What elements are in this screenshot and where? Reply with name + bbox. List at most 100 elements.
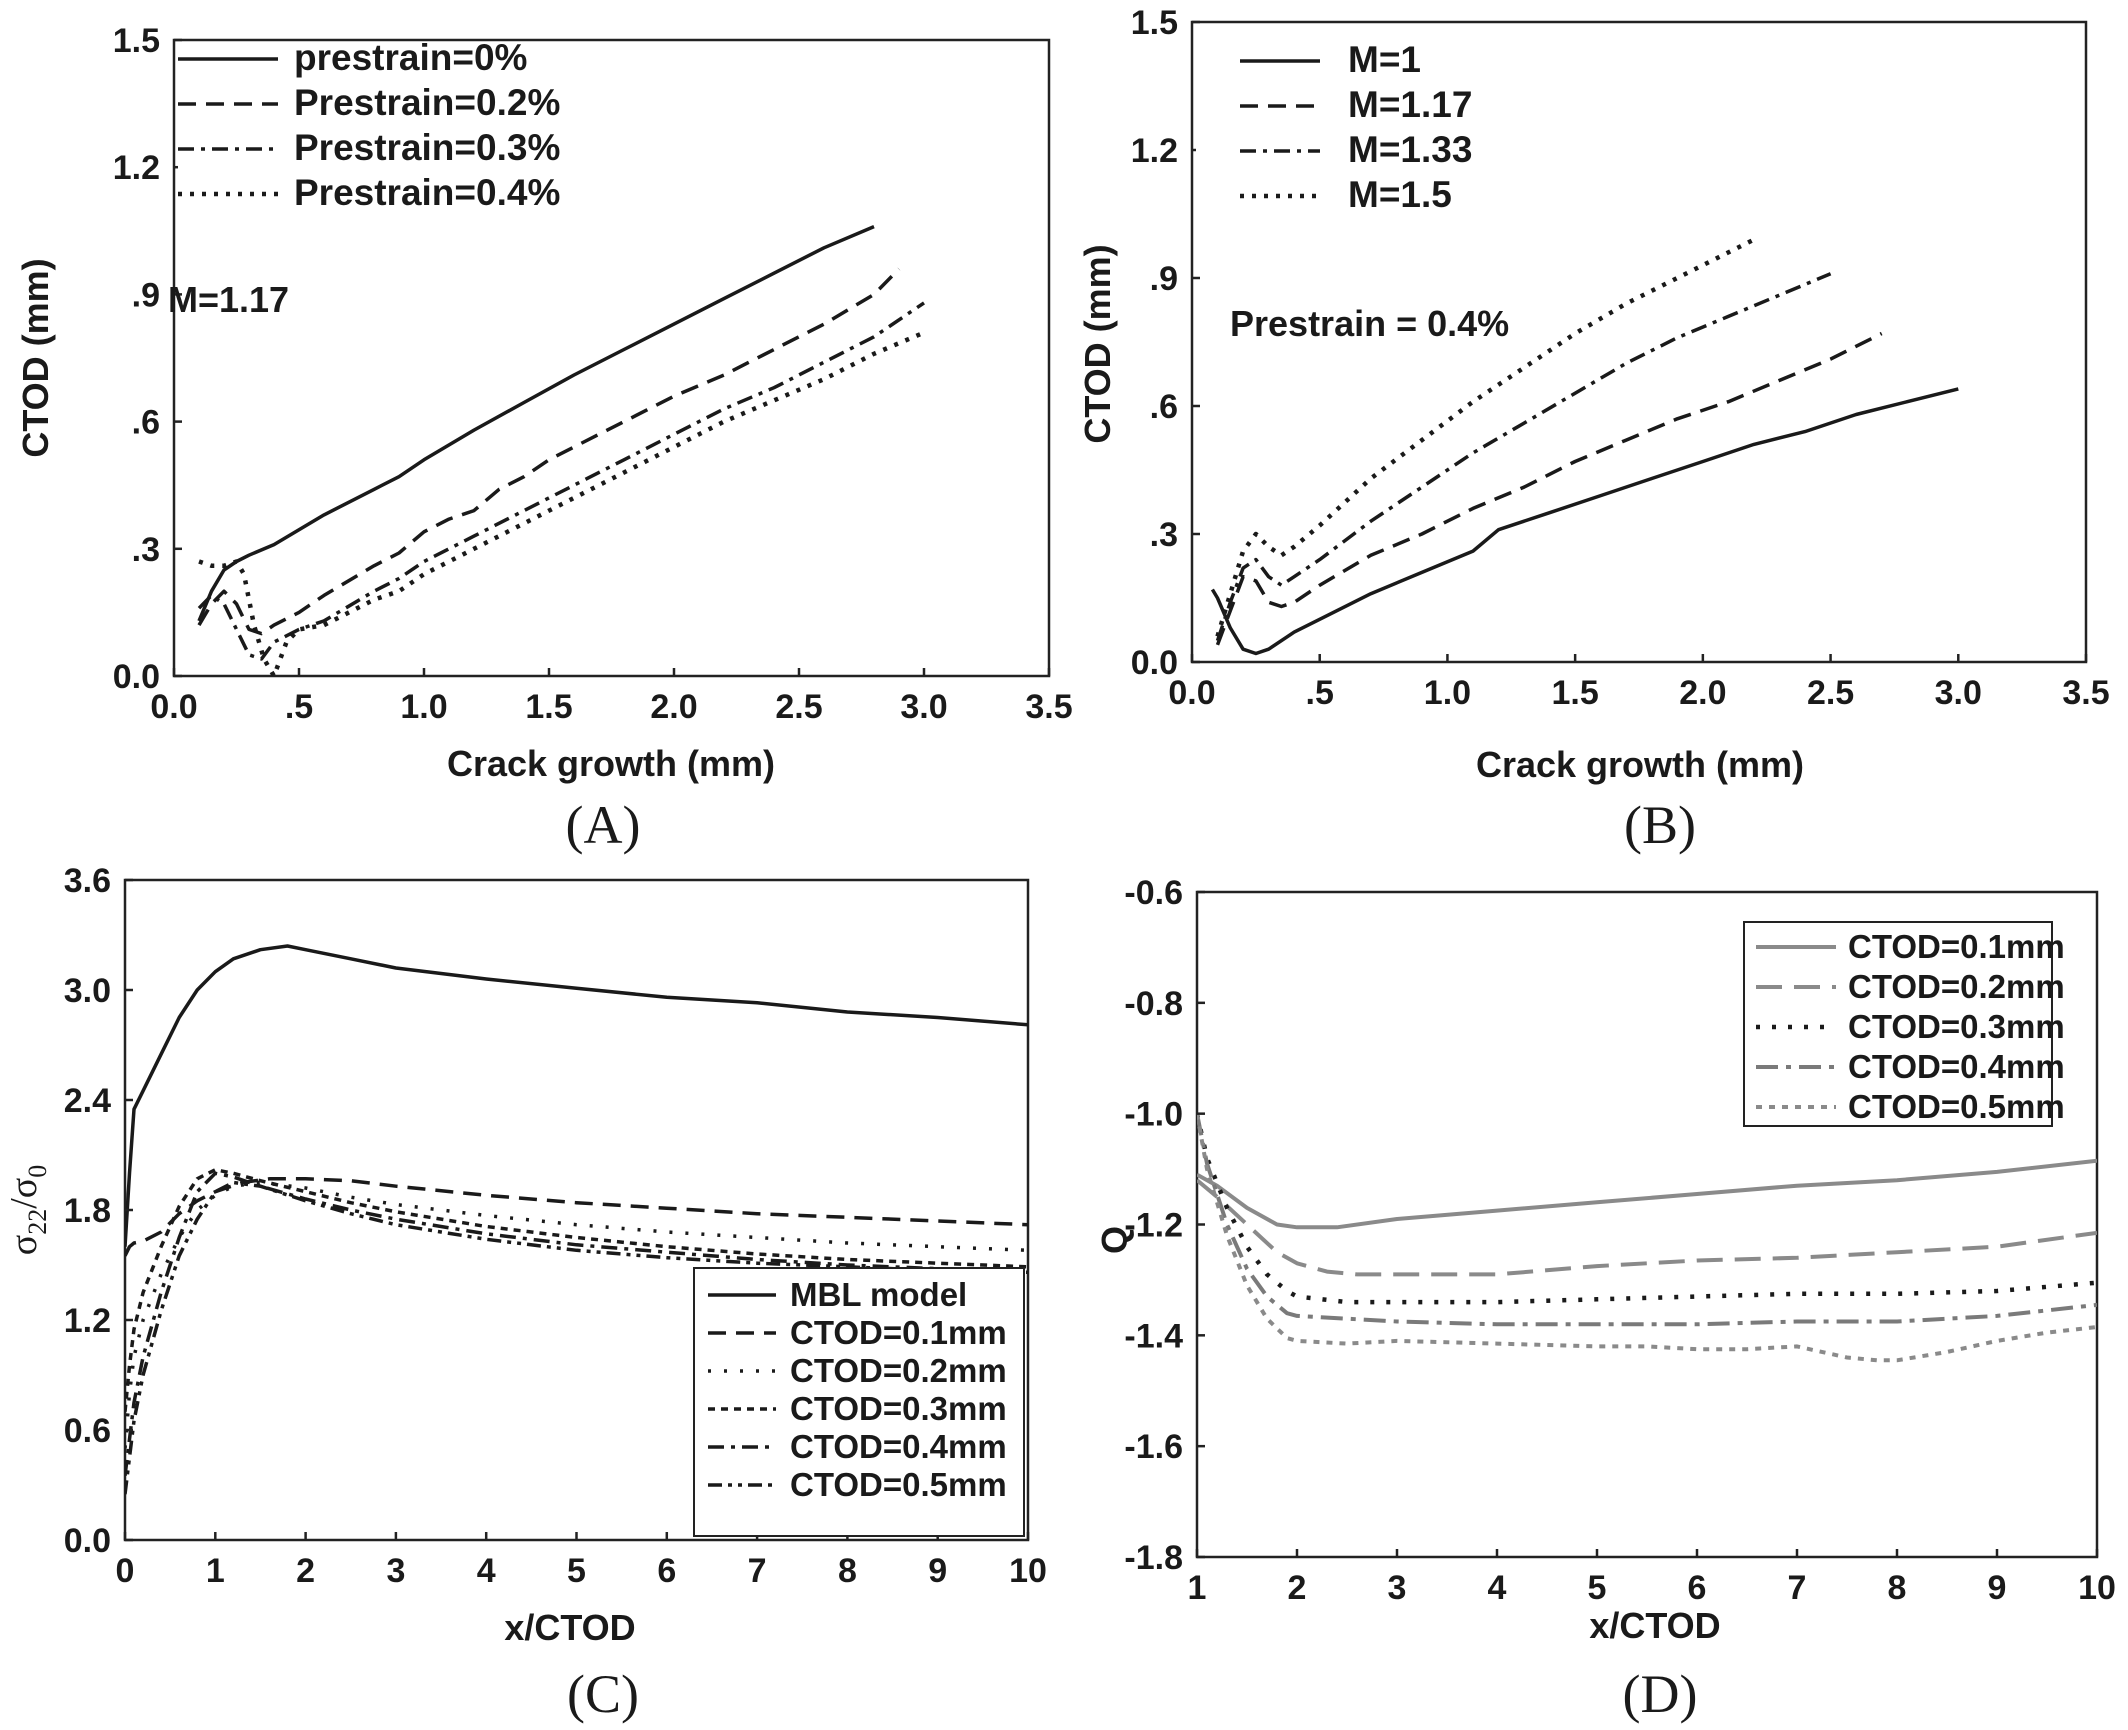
panel-c-x-tick-label: 10 (1009, 1552, 1047, 1590)
panel-d-x-tick-label: 6 (1688, 1569, 1707, 1607)
panel-d-y-tick-label: -1.4 (1124, 1317, 1183, 1355)
panel-b-tick-layer: 0.0 .5 1.0 1.5 2.0 2.5 3.0 3.5 0.0 .3 .6 .9 1.2 1.5 (1131, 4, 2110, 712)
panel-a-x-tick-label: 3.0 (900, 688, 947, 726)
panel-d-y-tick-label: -0.6 (1124, 874, 1183, 912)
panel-b-legend: M=1M=1.17M=1.33M=1.5 (1240, 39, 1472, 215)
panel-a-legend-box (178, 44, 598, 230)
panel-c-legend-label: CTOD=0.4mm (790, 1428, 1007, 1465)
panel-a-series-3-line (197, 301, 925, 661)
panel-a-tick-layer: 0.0 .5 1.0 1.5 2.0 2.5 3.0 3.5 0.0 .3 .6 .9 1.2 1.5 (113, 22, 1073, 726)
panel-d-legend-label: CTOD=0.1mm (1848, 928, 2065, 965)
panel-a-x-tick-label: 1.5 (525, 688, 572, 726)
panel-a-x-tick-label: 2.5 (775, 688, 822, 726)
panel-d-legend-box (1743, 921, 2053, 1127)
panel-a-x-tick-label: .5 (285, 688, 313, 726)
panel-a-series-4-line (198, 330, 925, 676)
panel-c-x-tick-label: 3 (386, 1552, 405, 1590)
panel-a-label: (A) (566, 795, 641, 855)
panel-c-series-6-line (125, 1180, 1028, 1495)
panel-c-x-tick-label: 5 (567, 1552, 586, 1590)
panel-d-legend-label: CTOD=0.3mm (1848, 1008, 2065, 1045)
panel-c-x-axis-label: x/CTOD (504, 1607, 635, 1648)
panel-c-x-tick-label: 8 (838, 1552, 857, 1590)
panel-d-y-tick-label: -0.8 (1124, 985, 1183, 1023)
panel-d-y-tick-label: -1.6 (1124, 1428, 1183, 1466)
panel-c-legend-label: MBL model (790, 1276, 967, 1313)
panel-a-y-tick-label: .3 (132, 531, 160, 569)
panel-c-legend-box (693, 1267, 1025, 1537)
panel-d-x-tick-label: 10 (2078, 1569, 2116, 1607)
panel-b-x-tick-label: 2.5 (1807, 674, 1854, 712)
panel-b-x-tick-label: 1.5 (1552, 674, 1599, 712)
panel-b-x-tick-label: 3.0 (1935, 674, 1982, 712)
panel-d-label: (D) (1623, 1664, 1698, 1724)
panel-a-x-axis-label: Crack growth (mm) (447, 743, 775, 784)
panel-d-tick-layer: 1 2 3 4 5 6 7 8 9 10 -1.8 -1.6 -1.4 -1.2 -1.0 -0.8 -0.6 (1124, 874, 2116, 1607)
panel-c: 0 1 2 3 4 5 6 7 8 9 10 0.0 0.6 1.2 1.8 2.4 3.0 3.6 MBL mo… (3, 862, 1047, 1724)
panel-d-x-axis-label: x/CTOD (1589, 1605, 1720, 1646)
svg-text:σ22/σ0: σ22/σ0 (3, 1165, 52, 1256)
panel-a-series-1-line (197, 224, 875, 622)
panel-a-y-axis-label: CTOD (mm) (15, 258, 56, 457)
panel-c-y-tick-label: 3.6 (64, 862, 111, 900)
panel-b-label: (B) (1624, 795, 1696, 855)
panel-a-x-tick-label: 3.5 (1025, 688, 1072, 726)
panel-c-x-tick-label: 0 (116, 1552, 135, 1590)
panel-b-y-tick-label: .9 (1150, 260, 1178, 298)
panel-d-series-4-line (1197, 1113, 2097, 1327)
panel-a-y-tick-label: 1.5 (113, 22, 160, 60)
panel-d-y-tick-label: -1.8 (1124, 1539, 1183, 1577)
panel-c-legend-label: CTOD=0.2mm (790, 1352, 1007, 1389)
panel-b-series-1-line (1210, 387, 1959, 656)
panel-c-label: (C) (567, 1664, 639, 1724)
panel-c-legend-label: CTOD=0.1mm (790, 1314, 1007, 1351)
panel-a-legend-label: Prestrain=0.4% (294, 172, 560, 213)
panel-d-y-tick-label: -1.0 (1124, 1096, 1183, 1134)
panel-a-series-layer (197, 224, 925, 676)
panel-b-x-tick-label: 2.0 (1679, 674, 1726, 712)
panel-c-x-tick-label: 6 (657, 1552, 676, 1590)
panel-a-legend-label: prestrain=0% (294, 37, 527, 78)
panel-b-x-tick-label: 1.0 (1424, 674, 1471, 712)
panel-b-x-tick-label: .5 (1306, 674, 1334, 712)
panel-c-x-tick-label: 1 (206, 1552, 225, 1590)
panel-c-ylabel-sub1: 22 (23, 1209, 52, 1235)
panel-a-plot-frame (172, 38, 1051, 678)
panel-a-y-tick-label: .6 (132, 404, 160, 442)
panel-d-x-tick-label: 8 (1888, 1569, 1907, 1607)
panel-b-y-tick-label: .3 (1150, 516, 1178, 554)
panel-a-x-tick-label: 2.0 (650, 688, 697, 726)
panel-b-y-tick-label: 0.0 (1131, 644, 1178, 682)
panel-b-legend-label: M=1.17 (1348, 84, 1472, 125)
panel-c-series-5-line (125, 1171, 1028, 1477)
panel-c-series-2-line (125, 1177, 1028, 1257)
panel-a-legend-label: Prestrain=0.2% (294, 82, 560, 123)
panel-b-legend-label: M=1.33 (1348, 129, 1472, 170)
panel-c-x-tick-label: 7 (748, 1552, 767, 1590)
panel-d-legend-label: CTOD=0.2mm (1848, 968, 2065, 1005)
panel-b-y-tick-label: .6 (1150, 388, 1178, 426)
panel-a-x-tick-label: 1.0 (400, 688, 447, 726)
panel-c-y-tick-label: 0.6 (64, 1412, 111, 1450)
panel-d-series-layer (1197, 1113, 2097, 1363)
panel-d-legend-label: CTOD=0.4mm (1848, 1048, 2065, 1085)
panel-d-y-axis-label: Q (1094, 1226, 1135, 1254)
panel-c-ylabel-sub2: 0 (23, 1165, 52, 1178)
panel-b-y-tick-label: 1.5 (1131, 4, 1178, 42)
panel-c-x-tick-label: 9 (928, 1552, 947, 1590)
panel-c-y-tick-label: 1.8 (64, 1192, 111, 1230)
panel-b-series-layer (1210, 237, 1959, 656)
panel-b-y-tick-label: 1.2 (1131, 132, 1178, 170)
panel-d-x-tick-label: 5 (1588, 1569, 1607, 1607)
panel-c-series-1-line (125, 944, 1028, 1247)
panel-c-x-tick-label: 2 (296, 1552, 315, 1590)
panel-a-y-tick-label: 1.2 (113, 149, 160, 187)
panel-d-y-tick-label: -1.2 (1124, 1207, 1183, 1245)
panel-a-y-tick-label: .9 (132, 276, 160, 314)
panel-d-series-2-line (1197, 1178, 2097, 1277)
panel-c-y-tick-label: 0.0 (64, 1522, 111, 1560)
panel-c-ylabel-mid: /σ (3, 1178, 45, 1209)
panel-a-y-tick-label: 0.0 (113, 658, 160, 696)
panel-d-x-tick-label: 2 (1288, 1569, 1307, 1607)
panel-c-y-axis-label: σ22/σ0 (3, 1165, 52, 1256)
